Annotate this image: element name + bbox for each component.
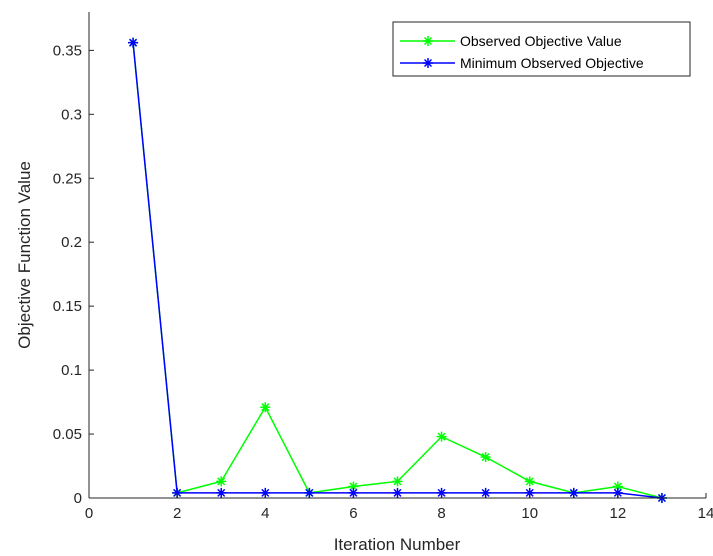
data-point xyxy=(392,476,403,487)
data-point xyxy=(260,402,271,413)
x-tick-label: 8 xyxy=(437,505,445,522)
data-point xyxy=(524,476,535,487)
y-tick-label: 0.3 xyxy=(61,106,82,123)
x-tick-label: 10 xyxy=(521,505,538,522)
x-axis-label: Iteration Number xyxy=(334,535,461,554)
data-point xyxy=(260,487,271,498)
data-point xyxy=(216,476,227,487)
data-point xyxy=(480,487,491,498)
data-point xyxy=(128,37,139,48)
y-tick-label: 0.25 xyxy=(53,170,82,187)
legend-marker-observed xyxy=(423,36,433,46)
data-point xyxy=(392,487,403,498)
y-tick-label: 0.35 xyxy=(53,42,82,59)
series-minimum xyxy=(128,37,667,503)
data-point xyxy=(304,487,315,498)
x-tick-label: 2 xyxy=(173,505,181,522)
series-layer xyxy=(128,37,667,503)
data-point xyxy=(568,487,579,498)
y-tick-label: 0.1 xyxy=(61,362,82,379)
legend-box xyxy=(392,21,691,77)
data-point xyxy=(436,431,447,442)
x-tick-label: 6 xyxy=(349,505,357,522)
x-tick-label: 12 xyxy=(610,505,627,522)
x-tick-label: 14 xyxy=(698,505,713,522)
data-point xyxy=(612,487,623,498)
legend-label-observed: Observed Objective Value xyxy=(460,33,622,49)
y-tick-label: 0 xyxy=(74,490,82,507)
legend-marker-minimum xyxy=(423,58,433,68)
data-point xyxy=(348,487,359,498)
data-point xyxy=(216,487,227,498)
y-tick-label: 0.05 xyxy=(53,426,82,443)
plot-background xyxy=(89,12,706,498)
x-tick-label: 4 xyxy=(261,505,269,522)
legend-label-minimum: Minimum Observed Objective xyxy=(460,55,644,71)
ticks-layer: 0 2 4 6 8 10 12 14 0 0.05 0.1 0.15 0.2 0.25 0.3 0.35 xyxy=(53,42,713,522)
data-point xyxy=(480,452,491,463)
y-tick-label: 0.2 xyxy=(61,234,82,251)
legend: Observed Objective Value Minimum Observe… xyxy=(392,21,691,77)
axes-layer xyxy=(88,12,706,499)
y-tick-label: 0.15 xyxy=(53,298,82,315)
x-tick-label: 0 xyxy=(85,505,93,522)
y-axis-label: Objective Function Value xyxy=(15,161,34,349)
